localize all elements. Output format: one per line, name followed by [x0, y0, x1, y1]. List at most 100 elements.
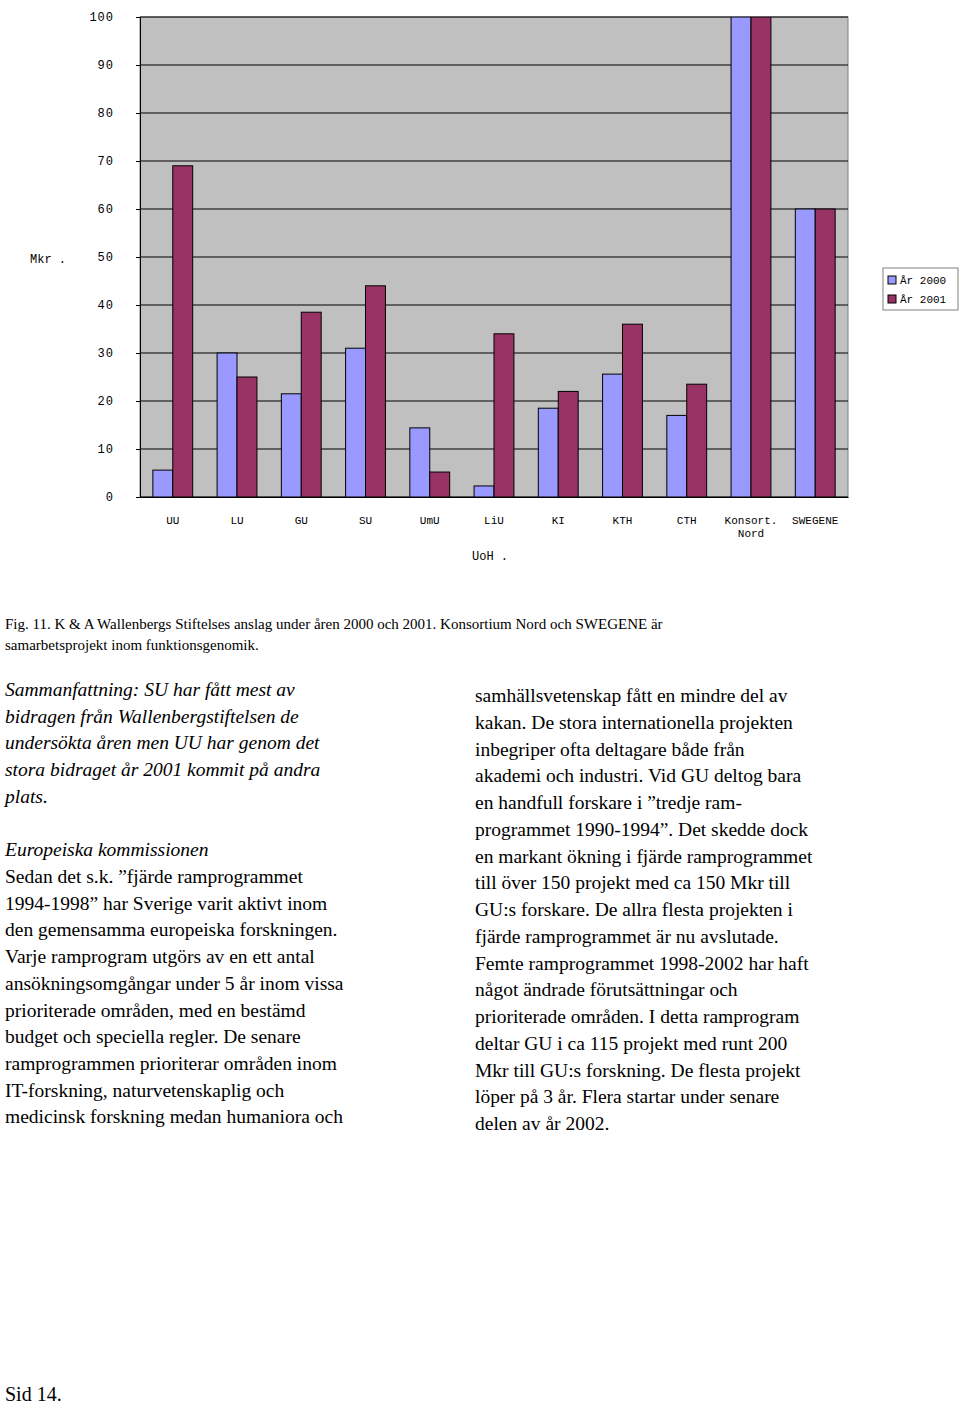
y-tick-mark	[136, 353, 140, 354]
x-tick: LiU	[484, 497, 504, 527]
caption-line: samarbetsprojekt inom funktionsgenomik.	[5, 637, 259, 653]
bar	[430, 472, 450, 497]
x-tick: UmU	[420, 497, 440, 527]
bar	[538, 408, 558, 497]
bar	[173, 166, 193, 497]
x-tick-label: SWEGENE	[792, 515, 839, 527]
x-tick-label: KTH	[613, 515, 633, 527]
body-line: prioriterade områden. I detta ramprogram	[475, 1006, 799, 1027]
y-tick: 80	[98, 107, 140, 121]
legend-label: År 2001	[900, 294, 947, 306]
y-tick-label: 50	[98, 251, 114, 265]
y-tick-label: 60	[98, 203, 114, 217]
y-tick-mark	[136, 401, 140, 402]
bar	[603, 374, 623, 497]
grid	[140, 17, 848, 497]
x-axis-title: UoH .	[472, 550, 508, 564]
body-line: GU:s forskare. De allra flesta projekten…	[475, 899, 793, 920]
body-line: kakan. De stora internationella projekte…	[475, 712, 793, 733]
y-tick: 10	[98, 443, 140, 457]
summary-line: Sammanfattning: SU har fått mest av	[5, 679, 295, 700]
bar	[301, 312, 321, 497]
x-tick: KI	[552, 497, 565, 527]
body-line: inbegriper ofta deltagare både från	[475, 739, 745, 760]
x-tick: CTH	[677, 497, 697, 527]
bar	[815, 209, 835, 497]
body-line: IT-forskning, naturvetenskaplig och	[5, 1080, 285, 1101]
x-tick-label: Konsort.Nord	[725, 515, 778, 540]
y-tick-label: 10	[98, 443, 114, 457]
y-tick-label: 20	[98, 395, 114, 409]
body-line: en handfull forskare i ”tredje ram-	[475, 792, 742, 813]
bar	[217, 353, 237, 497]
bar	[795, 209, 815, 497]
x-tick-label: UmU	[420, 515, 440, 527]
bar	[622, 324, 642, 497]
x-axis-line	[141, 497, 849, 498]
x-tick: LU	[230, 497, 243, 527]
y-tick: 70	[98, 155, 140, 169]
x-tick: SU	[359, 497, 372, 527]
y-tick-mark	[136, 449, 140, 450]
summary-line: undersökta åren men UU har genom det	[5, 732, 320, 753]
heading: Europeiska kommissionen	[4, 839, 208, 860]
y-tick-mark	[136, 257, 140, 258]
y-tick-mark	[136, 497, 140, 498]
x-tick: Konsort.Nord	[725, 497, 778, 540]
legend: År 2000 År 2001	[883, 268, 958, 310]
body-line: Sedan det s.k. ”fjärde ramprogrammet	[5, 866, 303, 887]
bar	[687, 384, 707, 497]
x-tick-label: KI	[552, 515, 565, 527]
y-axis: 0 10 20 30 40 50 60 70 80 90 100	[89, 11, 140, 505]
body-line: prioriterade områden, med en bestämd	[5, 1000, 306, 1021]
y-tick-mark	[136, 161, 140, 162]
body-line: ramprogrammen prioriterar områden inom	[5, 1053, 337, 1074]
x-tick-label: LU	[230, 515, 243, 527]
bar	[558, 391, 578, 497]
summary-line: plats.	[3, 786, 48, 807]
x-tick-label: GU	[295, 515, 308, 527]
bar	[410, 428, 430, 497]
y-tick-label: 40	[98, 299, 114, 313]
y-tick: 100	[89, 11, 140, 25]
x-tick-label: UU	[166, 515, 179, 527]
y-tick-label: 0	[106, 491, 114, 505]
x-tick: SWEGENE	[792, 497, 839, 527]
bar	[281, 394, 301, 497]
y-axis-title: Mkr .	[30, 253, 66, 267]
bar	[237, 377, 257, 497]
y-tick-label: 80	[98, 107, 114, 121]
caption-line: Fig. 11. K & A Wallenbergs Stiftelses an…	[5, 616, 663, 632]
y-tick-label: 90	[98, 59, 114, 73]
body-line: något ändrade förutsättningar och	[475, 979, 738, 1000]
y-tick-mark	[136, 305, 140, 306]
body-line: Mkr till GU:s forskning. De flesta proje…	[475, 1060, 801, 1081]
bars	[153, 17, 835, 497]
y-tick: 50	[98, 251, 140, 265]
bar	[494, 334, 514, 497]
legend-swatch	[888, 295, 896, 303]
x-tick-label: LiU	[484, 515, 504, 527]
page: 0 10 20 30 40 50 60 70 80 90 100 UU LU GU SU UmU LiU KI KT…	[0, 0, 960, 1405]
x-tick: KTH	[613, 497, 633, 527]
body-line: programmet 1990-1994”. Det skedde dock	[475, 819, 808, 840]
body-line: 1994-1998” har Sverige varit aktivt inom	[5, 893, 327, 914]
y-tick: 60	[98, 203, 140, 217]
body-line: samhällsvetenskap fått en mindre del av	[475, 685, 788, 706]
bar	[667, 415, 687, 497]
x-tick: UU	[166, 497, 179, 527]
y-tick-label: 30	[98, 347, 114, 361]
y-tick-mark	[136, 113, 140, 114]
legend-box	[883, 268, 958, 310]
y-tick-label: 100	[89, 11, 114, 25]
body-line: Varje ramprogram utgörs av en ett antal	[5, 946, 315, 967]
legend-label: År 2000	[900, 275, 946, 287]
y-tick-label: 70	[98, 155, 114, 169]
x-tick: GU	[295, 497, 308, 527]
body-line: delen av år 2002.	[475, 1113, 609, 1134]
y-tick: 40	[98, 299, 140, 313]
y-tick: 90	[98, 59, 140, 73]
bar	[751, 17, 771, 497]
body-line: Femte ramprogrammet 1998-2002 har haft	[475, 953, 809, 974]
plot-background	[140, 17, 848, 497]
